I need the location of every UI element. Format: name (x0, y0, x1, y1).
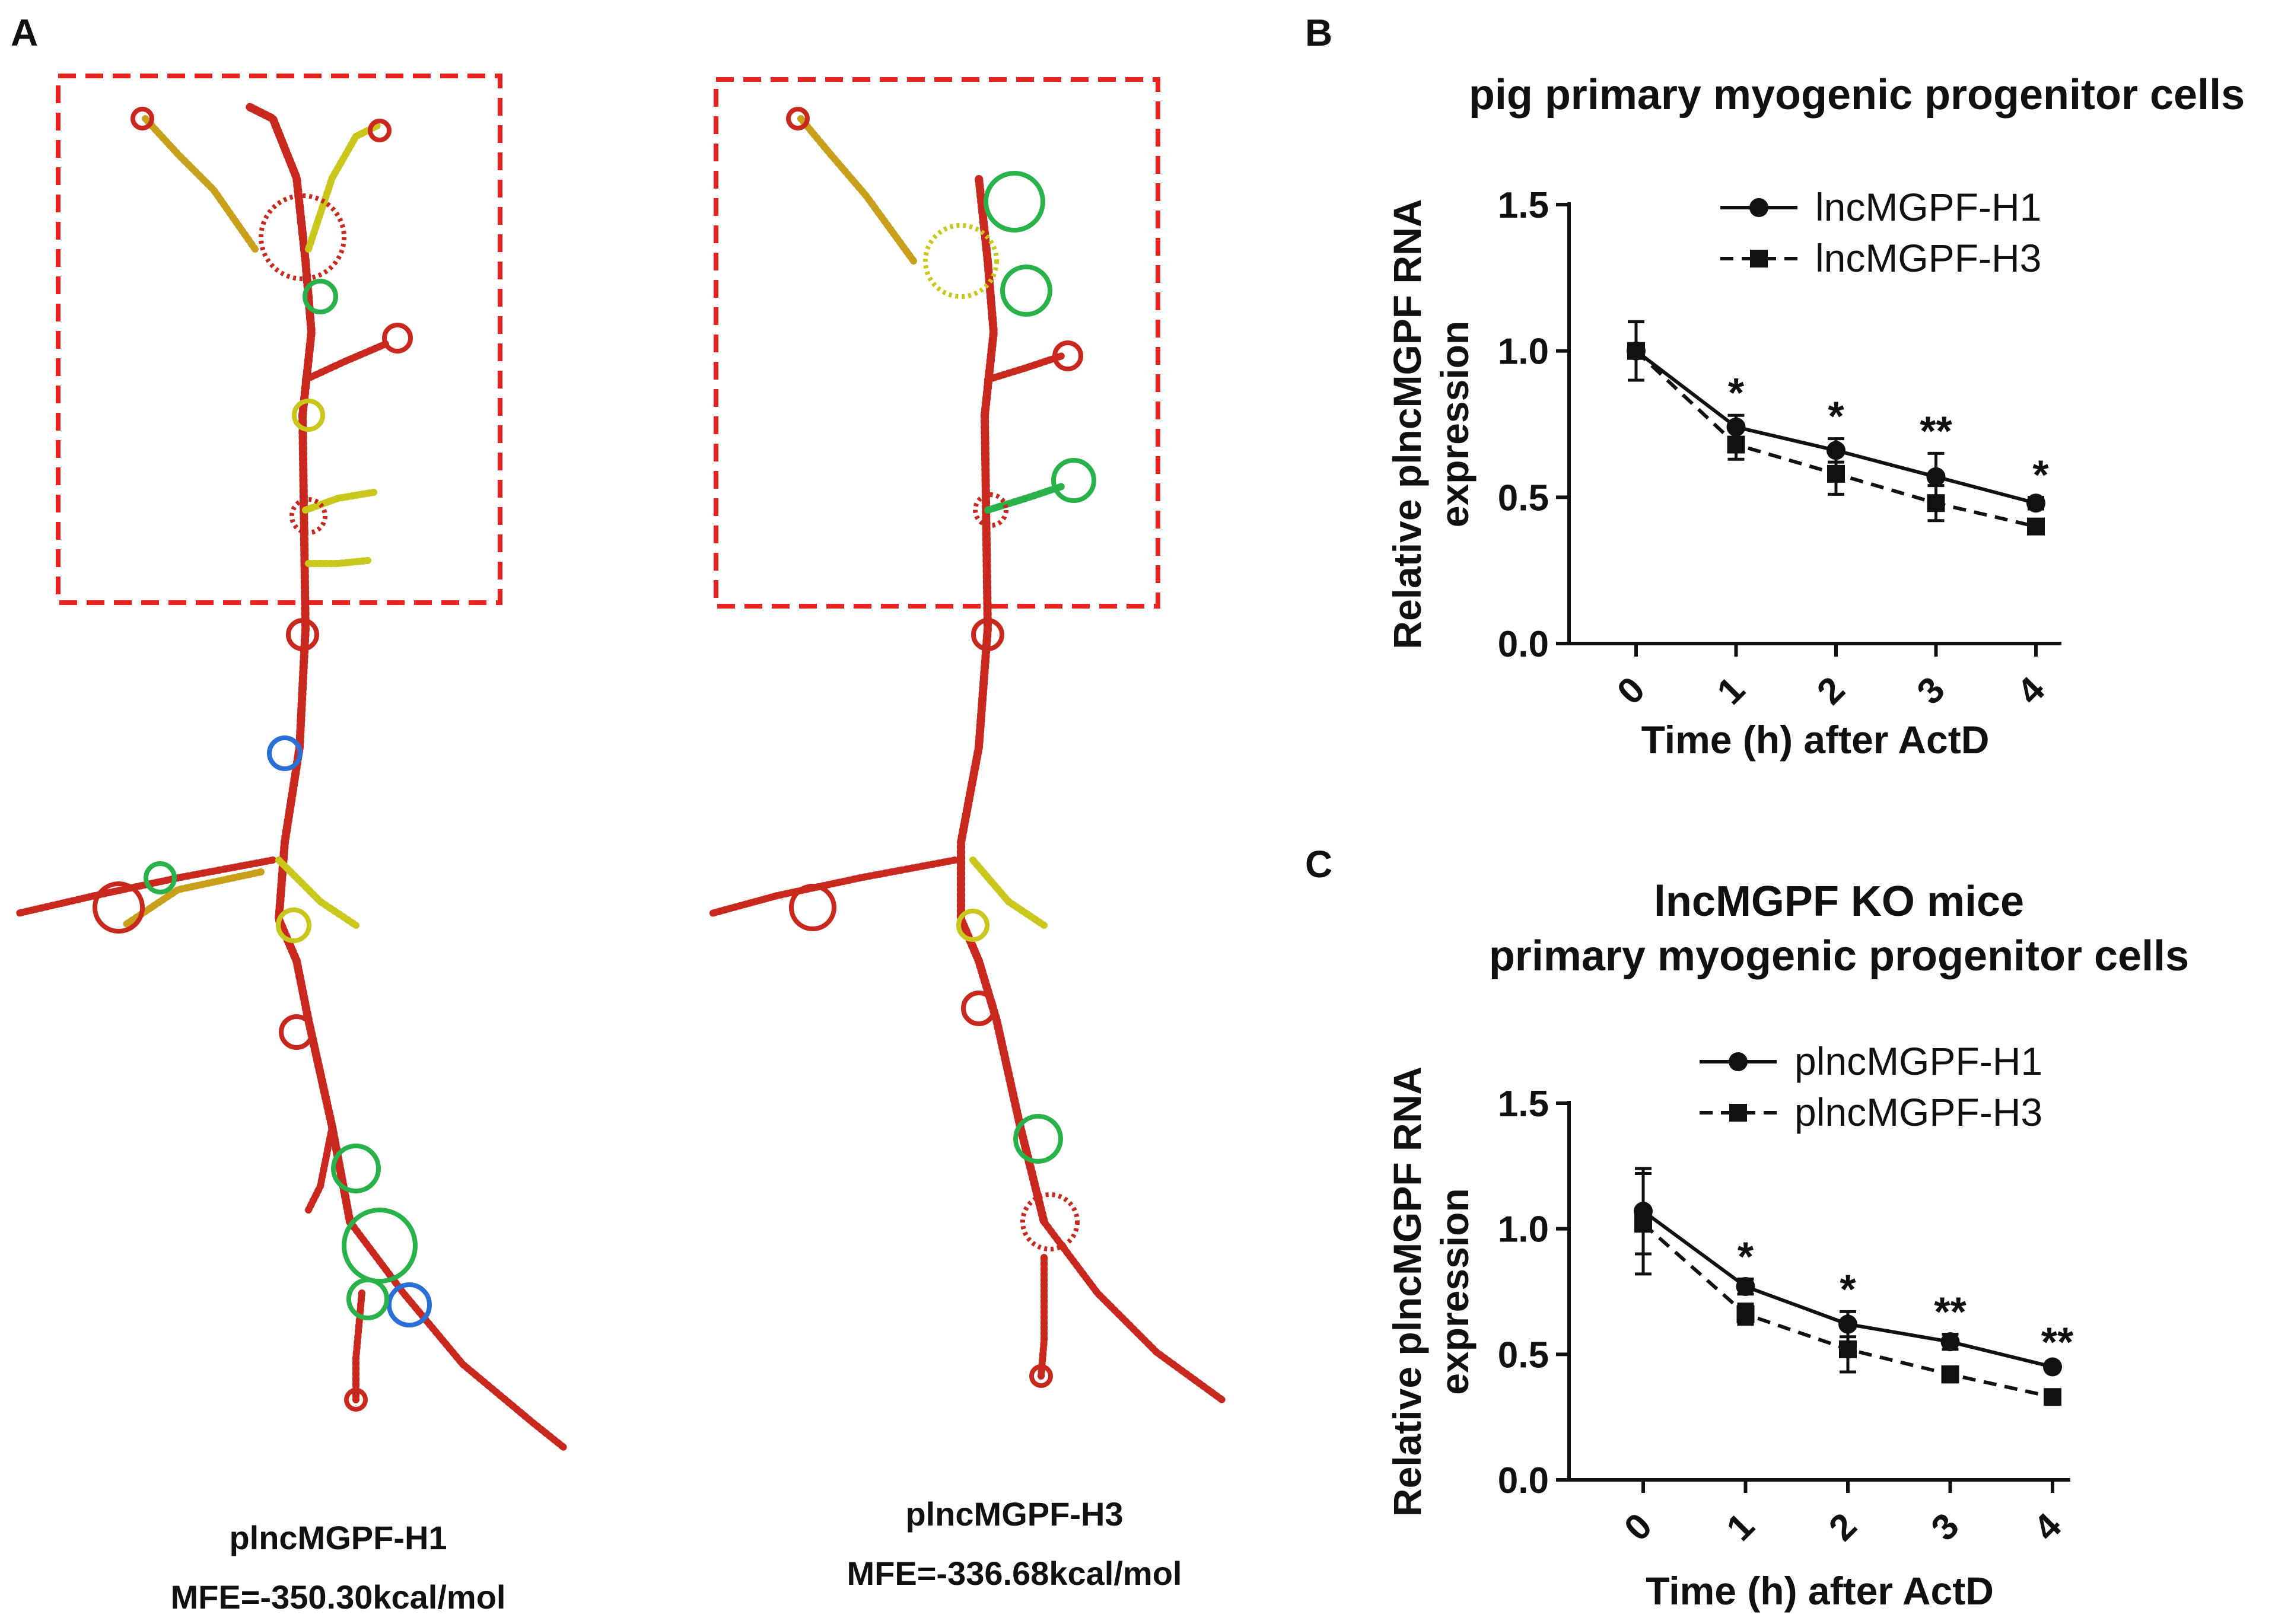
branch-right-mid-h1 (275, 856, 359, 929)
chart-b-x-tick-label: 3 (1910, 669, 1953, 712)
branch-left-long-h1 (14, 856, 276, 917)
panel-letter-b: B (1305, 11, 1333, 54)
loop-big-lower-h1 (342, 1208, 418, 1284)
stem-upper-h1 (245, 103, 316, 419)
loop-top-h3 (786, 107, 810, 130)
chart-b-significance-mark: ** (1920, 407, 1952, 454)
chart-b-x-tick-label: 4 (2009, 669, 2053, 713)
loop-green-right-h3 (1051, 458, 1096, 503)
chart-b-y-axis-label-line2: expression (1433, 321, 1477, 528)
highlight-box-h3 (714, 77, 1160, 609)
branch-right-2-h3 (984, 483, 1065, 514)
branch-bottom-h3 (1041, 1218, 1226, 1403)
chart-c-title-line2: primary myogenic progenitor cells (1488, 932, 2190, 980)
loop-big-lower-h3 (1020, 1192, 1080, 1252)
loop-left-big-h1 (93, 881, 145, 934)
highlight-box-h1 (56, 74, 502, 605)
loop-left-small-h1 (144, 861, 177, 894)
chart-b-point-square (1927, 494, 1945, 512)
chart-b-legend-marker-square (1750, 250, 1768, 268)
chart-b-x-axis-label: Time (h) after ActD (1641, 718, 1990, 762)
loop-mid3-h1 (279, 1014, 314, 1050)
loop-green-lower-h1 (331, 1144, 381, 1193)
structure-mfe-h3: MFE=-336.68kcal/mol (847, 1555, 1182, 1592)
chart-b-point-square (1627, 342, 1645, 360)
branch-right-1-h1 (302, 340, 389, 383)
loop-green-top2-h3 (1000, 265, 1052, 317)
loop-bottom-h1 (344, 1388, 368, 1412)
chart-b-point-circle (2026, 493, 2045, 513)
stem-upper-h3 (975, 174, 998, 419)
chart-b-x-tick-label: 0 (1609, 669, 1653, 712)
chart-b-legend-label-2: lncMGPF-H3 (1815, 236, 2041, 280)
loop-green-lower-h3 (1013, 1114, 1063, 1164)
structure-mfe-h1: MFE=-350.30kcal/mol (170, 1578, 506, 1616)
loop-green-lower2-h1 (346, 1278, 389, 1320)
chart-b-title: pig primary myogenic progenitor cells (1468, 71, 2245, 119)
panel-letter-a: A (11, 11, 39, 54)
loop-bottom-h3 (1029, 1364, 1053, 1388)
structure-name-h3: plncMGPF-H3 (905, 1495, 1124, 1533)
panel-letter-c: C (1305, 843, 1333, 886)
branch-top-left-h3 (797, 115, 917, 265)
chart-b-point-square (1727, 435, 1745, 454)
chart-b-y-tick-label: 0.5 (1498, 477, 1549, 518)
loop-green-h1 (303, 279, 338, 314)
chart-b-plot: 0.0 0.5 1.0 1.5 0 1 2 3 4 Time (h) after ActD Rela… (1385, 185, 2061, 762)
chart-c-title: lncMGPF KO mice primary myogenic progeni… (1394, 874, 2284, 983)
loop-right-h1 (382, 323, 413, 354)
loop-left-big-h3 (789, 884, 836, 931)
loop-junction-h1 (259, 193, 346, 281)
loop-right-h3 (1052, 340, 1083, 371)
branch-bottom-left2-h1 (305, 1123, 336, 1214)
loop-mid3-h3 (961, 991, 997, 1026)
chart-b-x-tick-label: 1 (1710, 669, 1753, 712)
loop-mid2-h3 (956, 909, 989, 942)
chart-b-point-circle (1827, 441, 1845, 460)
chart-b-legend-marker-circle (1749, 198, 1768, 217)
chart-b-point-circle (1726, 417, 1746, 437)
branch-right-2-h1 (302, 489, 377, 514)
loop-junction2-h3 (973, 492, 1008, 528)
structure-h1 (14, 74, 567, 1451)
loop-junction2-h1 (292, 399, 325, 432)
branch-bottom-left-h3 (1038, 1254, 1048, 1380)
rna-structures-figure (14, 74, 1226, 1451)
loop-top-h1 (131, 107, 154, 130)
chart-b-legend-label-1: lncMGPF-H1 (1815, 185, 2041, 229)
loop-top-right-h1 (368, 119, 392, 142)
loop-blue-lower-h1 (387, 1282, 432, 1327)
chart-b-point-square (1827, 464, 1845, 483)
branch-right-3-h1 (305, 557, 371, 567)
chart-b-significance-mark: * (1828, 393, 1844, 440)
loop-mid2-h1 (276, 907, 311, 943)
loop-green-top-h3 (984, 171, 1045, 233)
loop-blue-h1 (267, 735, 303, 771)
structure-h3 (708, 77, 1226, 1403)
chart-b-significance-mark: * (2032, 451, 2049, 498)
loop-mid-h3 (971, 618, 1004, 651)
chart-c-title-line1: lncMGPF KO mice (1653, 878, 2025, 925)
chart-b-point-circle (1926, 467, 1946, 486)
structure-name-h1: plncMGPF-H1 (229, 1519, 447, 1556)
branch-right-1-h3 (984, 352, 1065, 383)
branch-top-left-h1 (142, 115, 259, 253)
chart-b-y-tick-label: 1.0 (1498, 332, 1549, 372)
loop-junction3-h1 (289, 497, 327, 535)
chart-b-y-axis-label-line1: Relative plncMGPF RNA (1385, 199, 1429, 649)
chart-b-y-tick-label: 1.5 (1498, 185, 1549, 226)
chart-b-point-square (2027, 517, 2045, 536)
branch-right-mid-h3 (969, 856, 1048, 929)
branch-bottom-h1 (346, 1218, 567, 1451)
chart-b-significance-mark: * (1728, 370, 1745, 416)
chart-b-x-tick-label: 2 (1809, 669, 1853, 712)
chart-b-y-tick-label: 0.0 (1498, 624, 1549, 665)
loop-junction-h3 (923, 223, 999, 299)
loop-mid-h1 (286, 618, 319, 651)
